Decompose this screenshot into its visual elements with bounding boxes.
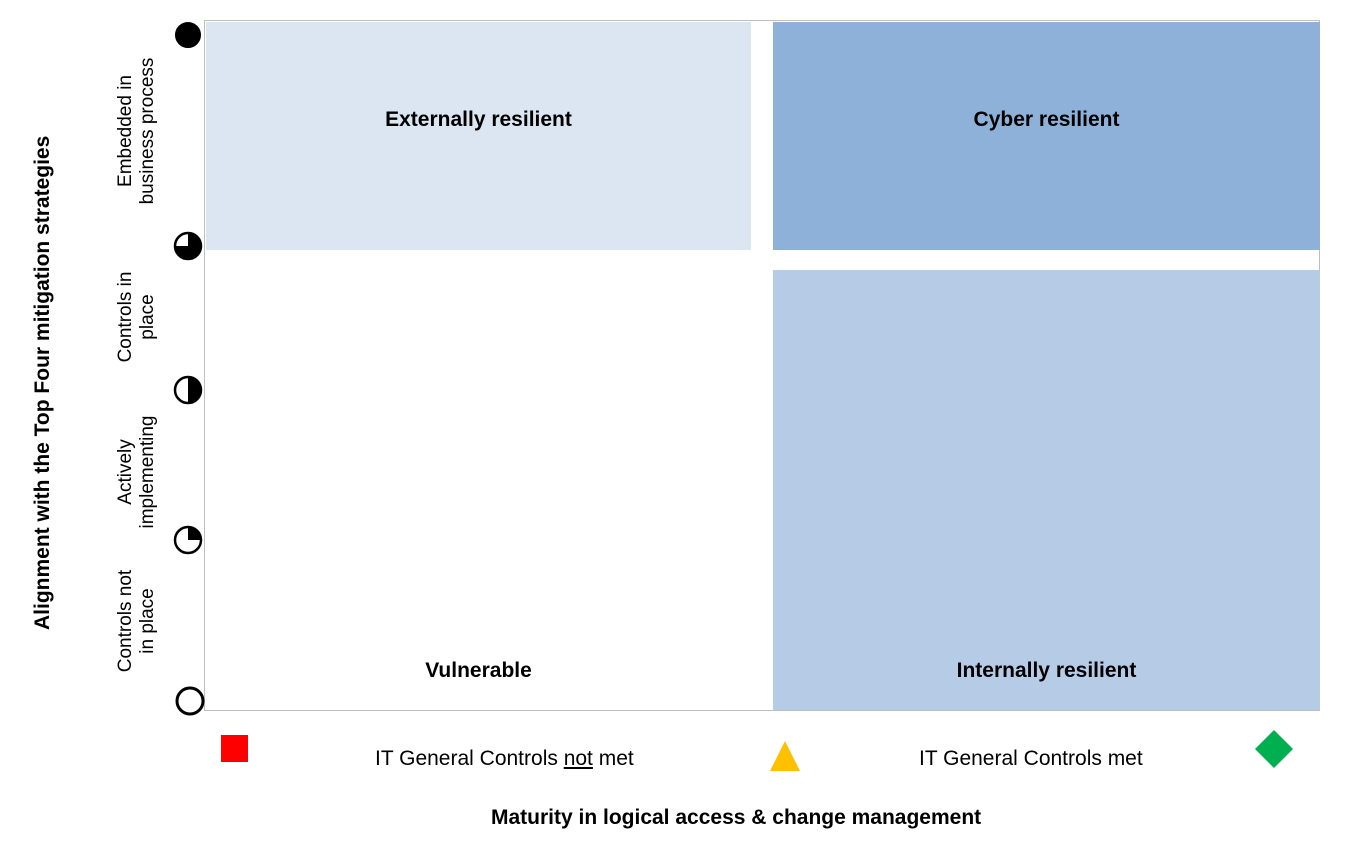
half-circle-icon (173, 375, 203, 405)
quadrant-internally-resilient: Internally resilient (773, 270, 1320, 710)
x-level-text: IT General Controls met (919, 747, 1143, 770)
y-level-line: business process (137, 57, 158, 205)
y-axis-title: Alignment with the Top Four mitigation s… (31, 135, 54, 630)
y-level-line: Embedded in (115, 75, 136, 187)
red-square-icon (221, 735, 248, 762)
quadrant-cyber-resilient: Cyber resilient (773, 22, 1320, 250)
quadrant-vulnerable: Vulnerable (206, 270, 751, 710)
x-axis-title: Maturity in logical access & change mana… (491, 806, 982, 829)
quadrant-label: Internally resilient (956, 659, 1137, 682)
quadrant-externally-resilient: Externally resilient (206, 22, 751, 250)
y-level-embedded: Embedded in business process (115, 31, 159, 231)
y-level-line: Controls not (115, 569, 136, 673)
x-level-met: IT General Controls met (919, 747, 1143, 771)
x-level-text: met (592, 747, 634, 770)
x-level-text: IT General Controls (375, 747, 564, 770)
x-level-not-met: IT General Controls not met (375, 747, 634, 771)
three-quarter-circle-icon (173, 231, 203, 261)
full-circle-icon (175, 22, 201, 48)
quarter-circle-icon (173, 525, 203, 555)
yellow-triangle-icon (770, 741, 800, 771)
green-diamond-icon (1255, 730, 1293, 768)
quadrant-label: Externally resilient (385, 108, 572, 131)
quadrant-label: Cyber resilient (973, 108, 1120, 131)
x-level-emphasis: not (563, 747, 593, 770)
y-level-controls-not-in-place: Controls not in place (115, 521, 159, 721)
y-level-line: in place (137, 588, 158, 654)
empty-circle-icon (175, 686, 205, 716)
quadrant-label: Vulnerable (425, 659, 532, 682)
